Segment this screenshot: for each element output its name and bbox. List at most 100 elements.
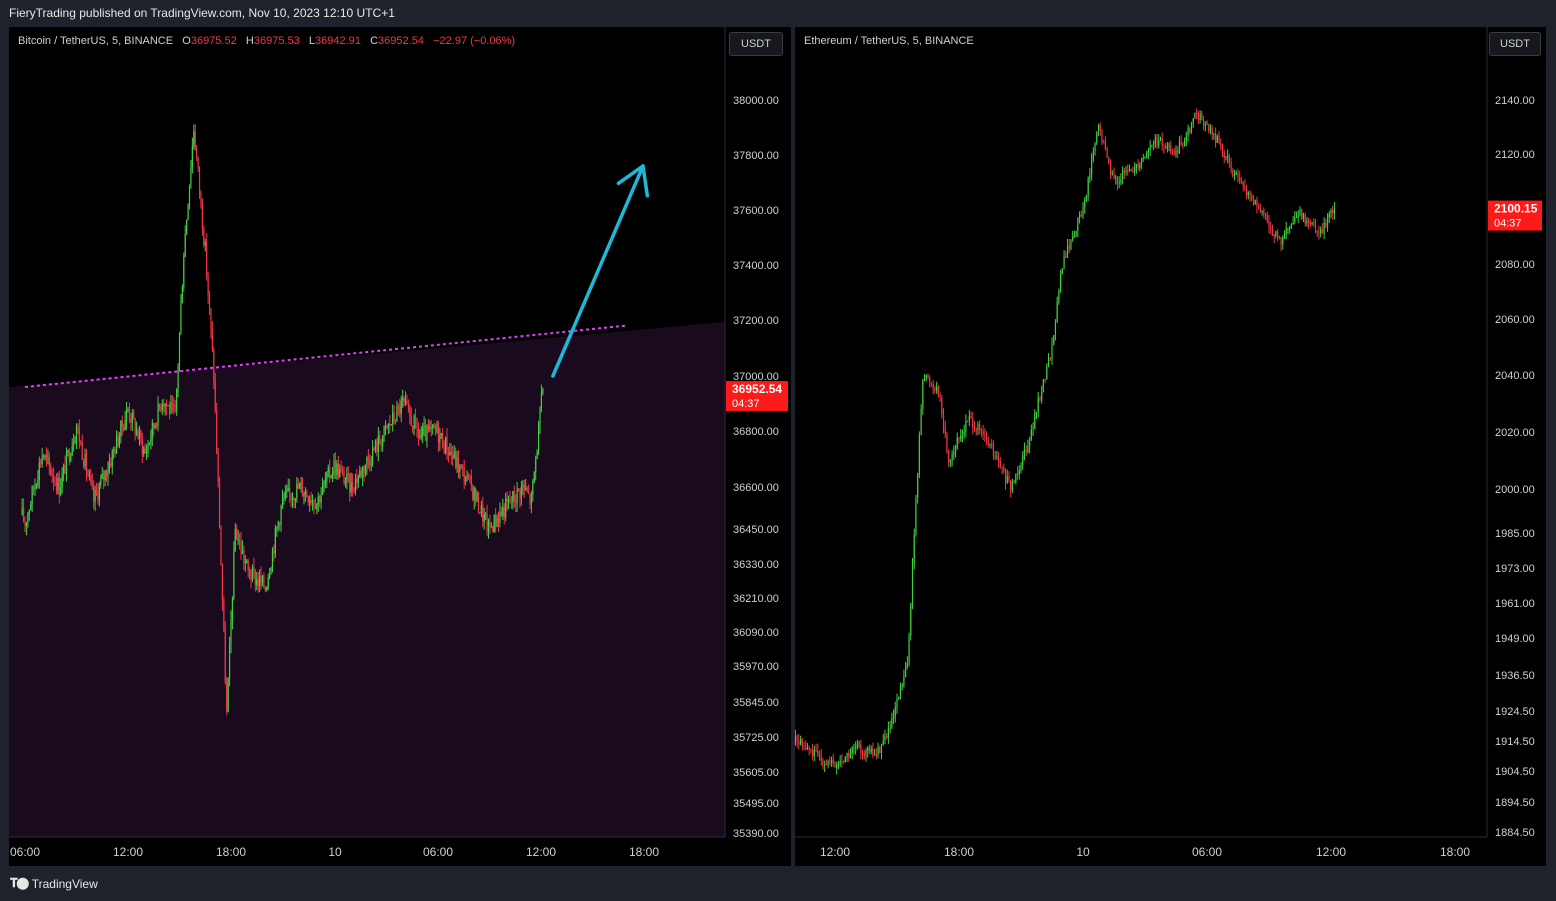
candle-body — [386, 425, 388, 428]
candle-body — [164, 403, 166, 407]
candle-body — [1049, 357, 1051, 360]
candle-body — [1244, 185, 1246, 189]
candle-body — [492, 526, 494, 533]
candle-body — [349, 473, 351, 493]
candle-body — [412, 426, 414, 430]
candle-body — [337, 463, 339, 478]
candle-body — [238, 539, 241, 541]
candle-body — [973, 428, 976, 430]
candle-body — [1204, 124, 1206, 126]
candle-body — [48, 457, 50, 466]
y-tick-label: 1949.00 — [1495, 633, 1535, 645]
candle-body — [383, 425, 385, 437]
candle-body — [314, 505, 317, 509]
candle-body — [449, 451, 451, 456]
candle-body — [960, 435, 962, 439]
btc-chart[interactable]: 38000.00 37800.00 37600.00 37400.00 37200.00… — [9, 27, 791, 866]
candle-body — [1206, 124, 1208, 126]
candle-body — [77, 426, 79, 428]
candle-body — [1323, 222, 1325, 234]
btc-currency-button[interactable]: USDT — [729, 32, 783, 56]
candle-body — [300, 482, 302, 484]
candle-body — [839, 760, 841, 764]
candle-body — [841, 760, 843, 762]
candle-body — [78, 427, 80, 443]
candle-body — [429, 426, 431, 430]
candle-body — [1252, 200, 1255, 204]
candle-body — [977, 423, 979, 431]
eth-chart[interactable]: 2140.002120.002100.002080.002060.002040.… — [795, 27, 1546, 866]
candle-body — [144, 448, 146, 454]
candle-body — [913, 534, 915, 564]
x-tick-label: 18:00 — [216, 845, 246, 859]
candle-body — [930, 382, 933, 384]
btc-legend: Bitcoin / TetherUS, 5, BINANCE O36975.52… — [18, 35, 515, 47]
candle-body — [37, 479, 39, 485]
candle-body — [1289, 228, 1291, 230]
candle-body — [223, 601, 225, 631]
candle-body — [316, 503, 318, 509]
candle-body — [1023, 449, 1026, 457]
candle-body — [409, 405, 411, 416]
candle-body — [1037, 398, 1039, 413]
candle-body — [992, 445, 995, 456]
y-tick-label: 37800.00 — [733, 150, 779, 162]
candle-body — [143, 448, 145, 455]
candle-body — [1032, 428, 1034, 430]
x-tick-label: 10 — [328, 845, 342, 859]
candle-body — [1185, 136, 1187, 142]
candle-body — [387, 423, 389, 428]
candle-body — [1295, 216, 1298, 218]
candle-body — [140, 431, 142, 440]
candle-body — [1209, 128, 1212, 131]
eth-currency-button[interactable]: USDT — [1489, 32, 1541, 56]
candle-body — [837, 763, 840, 765]
candle-body — [356, 478, 358, 483]
candle-body — [64, 465, 66, 474]
candle-body — [1084, 200, 1086, 208]
candle-body — [813, 749, 815, 756]
x-tick-label: 18:00 — [944, 845, 974, 859]
candle-body — [530, 494, 533, 504]
candle-body — [1268, 220, 1270, 228]
candle-body — [1249, 191, 1251, 196]
candle-body — [834, 763, 836, 768]
candle-body — [350, 482, 352, 493]
candle-body — [1189, 127, 1191, 133]
candle-body — [1151, 144, 1153, 146]
candle-body — [45, 455, 48, 458]
candle-body — [382, 436, 384, 446]
candle-body — [220, 528, 222, 566]
candle-body — [880, 744, 883, 754]
candle-body — [532, 481, 534, 495]
candle-body — [124, 420, 126, 430]
candle-body — [1096, 132, 1098, 144]
candle-body — [915, 497, 917, 535]
candle-body — [493, 515, 495, 533]
candle-body — [329, 467, 331, 478]
candle-body — [489, 521, 491, 527]
candle-body — [204, 242, 206, 246]
candle-body — [1147, 150, 1150, 153]
candle-body — [872, 748, 874, 755]
candle-body — [1309, 222, 1311, 225]
y-tick-label: 35605.00 — [733, 767, 779, 779]
last-price-tag — [726, 381, 788, 412]
candle-body — [1103, 141, 1105, 143]
candle-body — [1306, 220, 1308, 224]
candle-body — [861, 753, 864, 755]
candle-body — [264, 587, 266, 591]
btc-symbol-title: Bitcoin / TetherUS, 5, BINANCE — [18, 35, 174, 47]
candle-body — [856, 744, 858, 748]
candle-body — [214, 380, 216, 410]
candle-body — [1285, 228, 1287, 234]
candle-body — [287, 487, 289, 492]
candle-body — [500, 511, 502, 516]
candle-body — [1085, 195, 1088, 201]
tradingview-brand[interactable]: 𝐓⬤ TradingView — [10, 876, 98, 891]
eth-chart-panel[interactable]: 2140.002120.002100.002080.002060.002040.… — [795, 27, 1546, 866]
candle-body — [1025, 449, 1027, 452]
candle-body — [1158, 140, 1160, 146]
candle-body — [1227, 155, 1229, 157]
btc-chart-panel[interactable]: 38000.00 37800.00 37600.00 37400.00 37200.00… — [9, 27, 791, 866]
